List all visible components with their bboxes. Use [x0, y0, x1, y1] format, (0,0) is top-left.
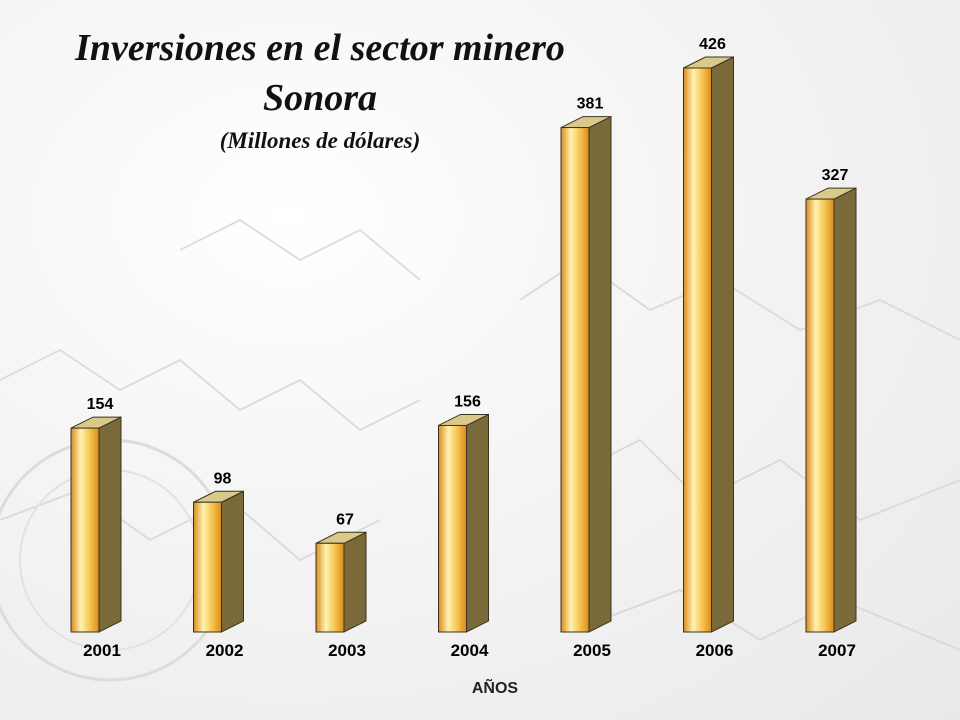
x-tick-label: 2007 [818, 641, 856, 660]
data-label: 154 [87, 396, 114, 413]
bar-front [683, 67, 712, 633]
bar-2003 [315, 531, 367, 633]
bar-side [588, 115, 612, 633]
x-tick-label: 2001 [83, 641, 121, 660]
data-label: 98 [214, 470, 232, 487]
chart-title: Inversiones en el sector minero [75, 27, 565, 69]
bar-side [833, 187, 857, 633]
x-tick-label: 2003 [328, 641, 366, 660]
x-tick-label: 2006 [696, 641, 734, 660]
bar-side [221, 490, 244, 633]
bar-2005 [560, 115, 612, 633]
chart-subtitle: (Millones de dólares) [219, 128, 421, 153]
bar-side [343, 531, 367, 633]
bar-front [560, 127, 590, 633]
bar-2006 [683, 56, 734, 633]
bar-front [438, 424, 467, 633]
chart-title-line2: Sonora [262, 77, 378, 119]
bar-front [193, 501, 222, 633]
x-tick-label: 2005 [573, 641, 611, 660]
data-label: 426 [699, 36, 726, 53]
bar-side [98, 416, 122, 633]
bar-2004 [438, 413, 489, 633]
bar-front [805, 198, 835, 633]
bar-front [315, 542, 345, 633]
data-label: 381 [577, 96, 604, 113]
bar-2001 [70, 416, 122, 633]
bar-side [711, 56, 734, 633]
data-label: 327 [822, 167, 849, 184]
bar-2002 [193, 490, 244, 633]
bar-front [70, 427, 100, 633]
x-axis-label: AÑOS [471, 680, 519, 697]
data-label: 67 [336, 511, 354, 528]
x-tick-label: 2004 [451, 641, 489, 660]
x-tick-label: 2002 [206, 641, 244, 660]
bar-2007 [805, 187, 857, 633]
bar-side [466, 413, 489, 633]
data-label: 156 [454, 393, 481, 410]
